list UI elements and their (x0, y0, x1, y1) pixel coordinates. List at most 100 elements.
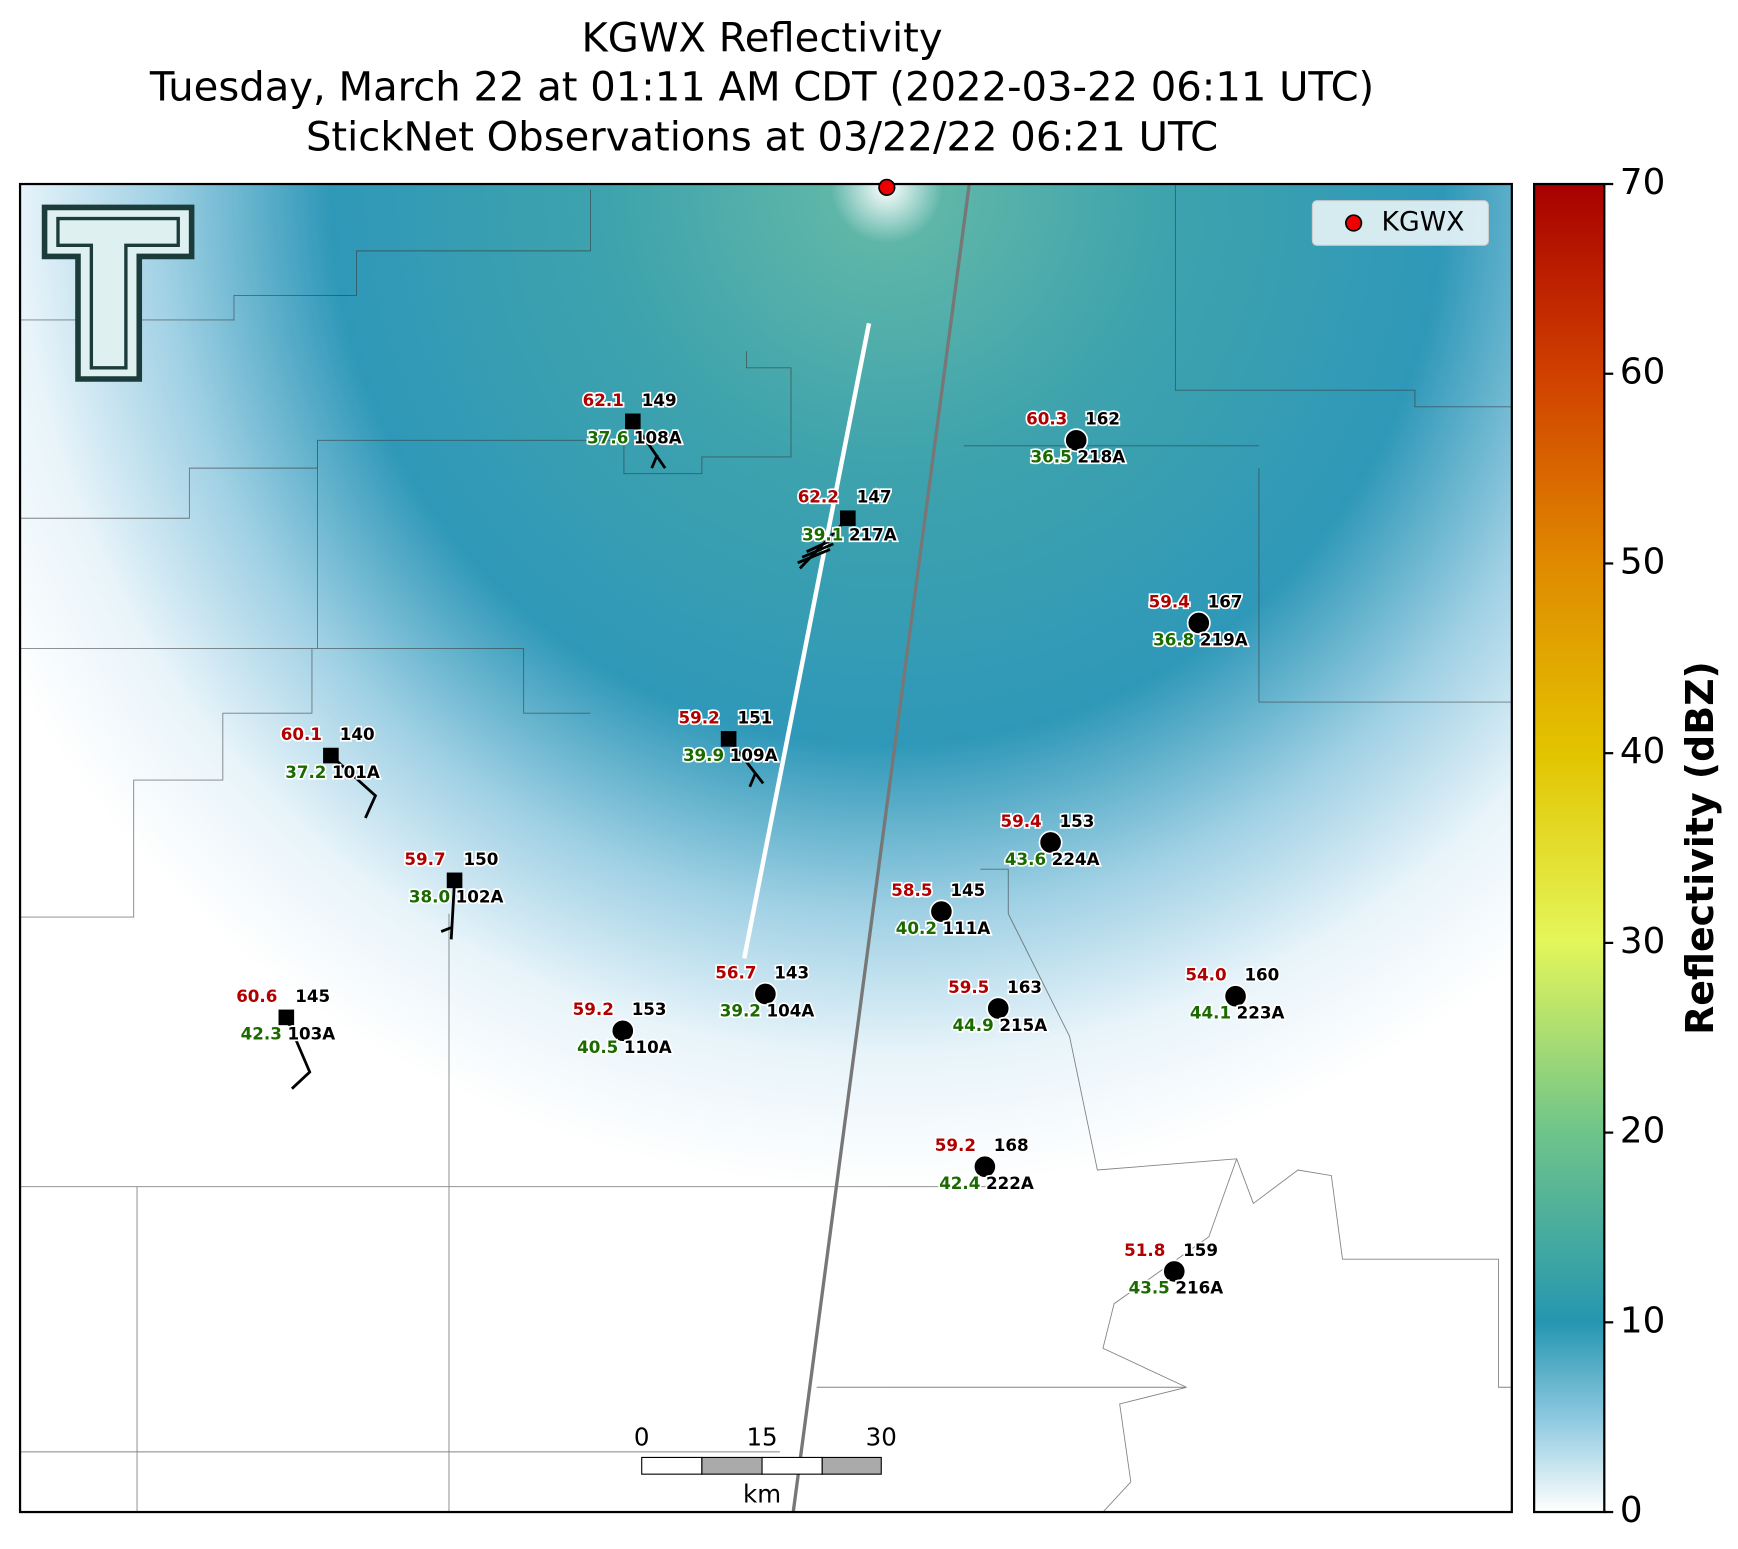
temperature: 59.5 (948, 977, 989, 997)
legend-box (1311, 200, 1489, 246)
station-value: 153 (632, 999, 667, 1019)
station-marker (278, 1009, 295, 1026)
colorbar: Reflectivity (dBZ) 0 10 20 30 40 50 60 70 (1533, 162, 1722, 1531)
station-value: 147 (857, 487, 892, 507)
colorbar-tick-label: 10 (1620, 1300, 1665, 1341)
dewpoint: 40.2 (896, 918, 937, 938)
station-marker (1223, 984, 1248, 1009)
dewpoint: 43.5 (1129, 1278, 1170, 1298)
station-id: 218A (1077, 447, 1125, 467)
station-value: 160 (1244, 965, 1279, 985)
station-value: 149 (642, 390, 677, 410)
station-id: 222A (986, 1173, 1034, 1193)
temperature: 59.4 (1149, 591, 1190, 611)
scale-label: 0 (634, 1423, 650, 1452)
scale-segment (761, 1456, 823, 1475)
station-id: 215A (999, 1015, 1047, 1035)
radar-site (878, 178, 896, 197)
station-id: 108A (634, 428, 682, 448)
subtitle: Tuesday, March 22 at 01:11 AM CDT (2022-… (149, 64, 1374, 110)
dewpoint: 39.1 (802, 525, 843, 545)
observations-time: StickNet Observations at 03/22/22 06:21 … (306, 114, 1218, 160)
station-marker (986, 996, 1011, 1021)
wind-barb (797, 517, 849, 570)
colorbar-tick-label: 0 (1620, 1490, 1643, 1531)
station-id: 104A (767, 1000, 815, 1020)
temperature: 60.3 (1026, 409, 1067, 429)
station-value: 153 (1060, 811, 1095, 831)
station-value: 151 (738, 707, 773, 727)
station-marker (625, 413, 641, 430)
temperature: 51.8 (1124, 1240, 1165, 1260)
station-id: 101A (332, 762, 380, 782)
station-marker (323, 747, 339, 764)
temperature: 59.7 (404, 849, 445, 869)
station-id: 217A (849, 525, 897, 545)
scale-unit: km (743, 1479, 781, 1508)
colorbar-tick-label: 60 (1620, 352, 1665, 393)
temperature: 59.2 (935, 1135, 976, 1155)
temperature: 59.2 (573, 999, 614, 1019)
station-id: 109A (730, 745, 778, 765)
station-value: 140 (340, 724, 375, 744)
colorbar-tick-label: 40 (1620, 731, 1665, 772)
station-value: 143 (774, 962, 809, 982)
station-marker (1186, 611, 1211, 635)
legend-marker (1345, 214, 1363, 232)
station-value: 150 (463, 849, 498, 869)
logo (41, 204, 195, 382)
station-value: 145 (295, 986, 330, 1006)
station-marker (446, 872, 463, 889)
station-value: 145 (950, 880, 985, 900)
dewpoint: 39.2 (720, 1000, 761, 1020)
temperature: 56.7 (715, 962, 756, 982)
station-marker (1038, 830, 1063, 855)
dewpoint: 42.3 (241, 1024, 282, 1044)
station-marker (1064, 428, 1089, 453)
dewpoint: 36.5 (1031, 447, 1072, 467)
scale-segment (701, 1456, 763, 1475)
legend: KGWX (1311, 200, 1489, 246)
station-marker (720, 731, 737, 747)
station-id: 103A (287, 1024, 335, 1044)
temperature: 59.2 (678, 707, 719, 727)
station-id: 102A (456, 887, 504, 907)
scale-segment (641, 1456, 703, 1475)
map-frame (18, 182, 1513, 1514)
station-value: 159 (1183, 1240, 1218, 1260)
station-value: 167 (1208, 591, 1243, 611)
station-value: 163 (1007, 977, 1042, 997)
dewpoint: 37.2 (285, 762, 326, 782)
station-id: 224A (1052, 849, 1100, 869)
station-marker (610, 1018, 635, 1043)
road (791, 184, 971, 1513)
county-lines (20, 184, 1512, 1513)
colorbar-tick-label: 70 (1620, 162, 1665, 203)
dewpoint: 39.9 (683, 745, 724, 765)
temperature: 62.2 (798, 487, 839, 507)
dewpoint: 43.6 (1005, 849, 1046, 869)
wind-barb (329, 754, 378, 819)
scale-bar: 0 15 30 km (634, 1423, 897, 1509)
station-marker (840, 510, 856, 527)
scale-label: 30 (866, 1423, 897, 1452)
temperature: 54.0 (1185, 965, 1226, 985)
station-value: 162 (1085, 409, 1120, 429)
station-marker (972, 1154, 997, 1179)
temperature: 58.5 (891, 880, 932, 900)
station-id: 219A (1200, 629, 1248, 649)
legend-label: KGWX (1381, 207, 1464, 238)
station-id: 223A (1237, 1003, 1285, 1023)
dewpoint: 44.9 (953, 1015, 994, 1035)
station-marker (929, 899, 954, 924)
dewpoint: 38.0 (409, 887, 450, 907)
map-area (20, 184, 1512, 1513)
dewpoint: 44.1 (1190, 1003, 1231, 1023)
colorbar-tick-label: 50 (1620, 541, 1665, 582)
station-id: 216A (1175, 1278, 1223, 1298)
temperature: 60.6 (236, 986, 277, 1006)
dewpoint: 40.5 (577, 1037, 618, 1057)
temperature: 60.1 (281, 724, 322, 744)
